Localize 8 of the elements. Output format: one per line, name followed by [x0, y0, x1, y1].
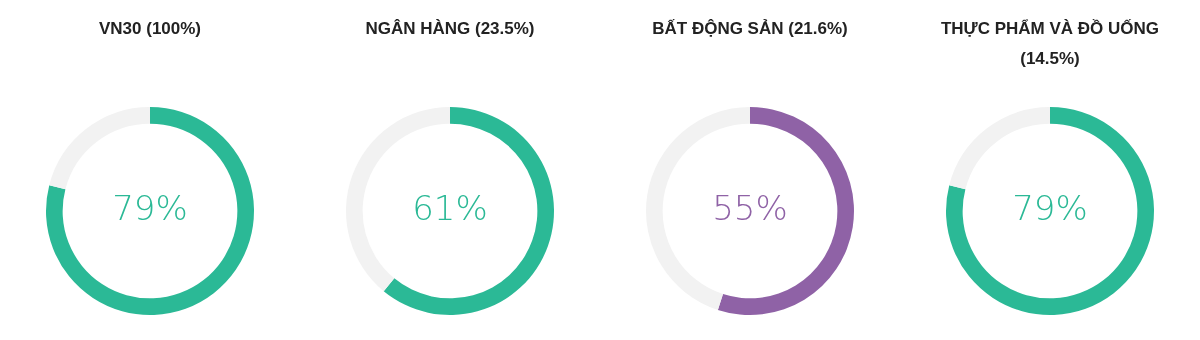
chart-title: VN30 (100%)	[97, 18, 203, 40]
chart-title: BẤT ĐỘNG SẢN (21.6%)	[651, 18, 849, 40]
data-label: 79%	[1012, 187, 1088, 228]
chart-title: NGÂN HÀNG (23.5%)	[364, 18, 536, 40]
chart-title: THỰC PHẨM VÀ ĐỒ UỐNG (14.5%)	[939, 18, 1161, 70]
data-label: 61%	[412, 187, 488, 228]
data-label: 55%	[712, 187, 788, 228]
data-label: 79%	[112, 187, 188, 228]
